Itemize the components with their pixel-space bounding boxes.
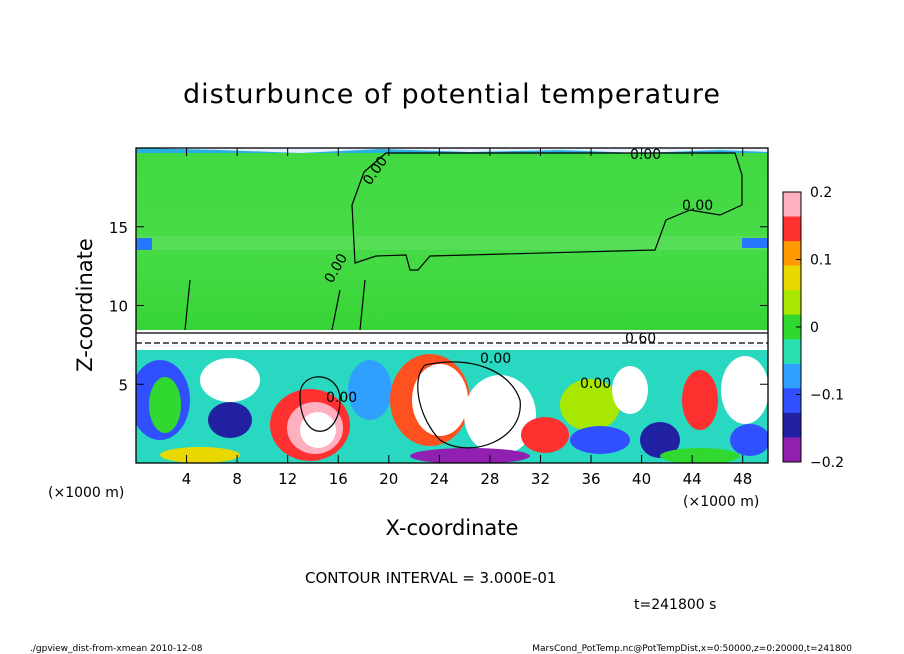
colorbar-swatch <box>783 314 801 340</box>
x-tick-label: 28 <box>480 470 499 488</box>
colorbar: 0.2 0.1 0 −0.1 −0.2 <box>783 185 844 471</box>
colorbar-tick-label: 0.2 <box>810 185 832 201</box>
colorbar-swatch <box>783 412 801 438</box>
colorbar-swatch <box>783 363 801 389</box>
x-tick-label: 44 <box>683 470 702 488</box>
x-tick-label: 8 <box>232 470 242 488</box>
y-tick-label: 15 <box>109 219 128 237</box>
colorbar-swatch <box>783 388 801 414</box>
x-tick-label: 32 <box>531 470 550 488</box>
colorbar-tick-label: −0.2 <box>810 455 844 471</box>
chart-title: disturbunce of potential temperature <box>183 79 721 110</box>
contour-label: 0.00 <box>580 376 611 392</box>
x-tick-label: 36 <box>581 470 600 488</box>
colorbar-swatch <box>783 241 801 267</box>
y-axis-ticks: 5 10 15 <box>109 219 768 394</box>
contours <box>136 152 768 449</box>
colorbar-swatch <box>783 290 801 316</box>
footer-right: MarsCond_PotTemp.nc@PotTempDist,x=0:5000… <box>532 644 852 654</box>
contour-label: 0.00 <box>682 198 713 214</box>
colorbar-swatch <box>783 265 801 291</box>
x-tick-label: 40 <box>632 470 651 488</box>
x-tick-label: 4 <box>182 470 192 488</box>
contour-label: 0.60 <box>625 331 656 347</box>
y-tick-label: 5 <box>118 376 128 394</box>
left-edge-blue <box>136 238 152 250</box>
colorbar-swatch <box>783 339 801 365</box>
upper-band <box>136 236 768 250</box>
x-tick-label: 12 <box>278 470 297 488</box>
top-strip-detail <box>136 148 768 153</box>
right-edge-blue <box>742 238 768 248</box>
y-unit-label: (×1000 m) <box>48 485 124 501</box>
interface-band <box>136 330 768 350</box>
x-tick-label: 24 <box>430 470 449 488</box>
lower-blobs <box>136 354 768 463</box>
x-tick-label: 16 <box>329 470 348 488</box>
y-tick-label: 10 <box>109 298 128 316</box>
colorbar-tick-label: −0.1 <box>810 388 844 404</box>
x-tick-label: 48 <box>733 470 752 488</box>
footer-left: ./gpview_dist-from-xmean 2010-12-08 <box>30 644 203 654</box>
x-unit-label: (×1000 m) <box>683 494 759 510</box>
contour-label: 0.00 <box>630 147 661 163</box>
colorbar-swatch <box>783 437 801 463</box>
heatmap-field <box>136 148 768 463</box>
y-axis-label: Z-coordinate <box>73 238 97 372</box>
contour-label: 0.00 <box>326 390 357 406</box>
colorbar-swatch <box>783 216 801 242</box>
colorbar-tick-label: 0 <box>810 320 819 336</box>
contour-interval: CONTOUR INTERVAL = 3.000E-01 <box>305 569 556 587</box>
colorbar-swatch <box>783 192 801 218</box>
colorbar-frame <box>782 191 802 463</box>
x-tick-label: 20 <box>379 470 398 488</box>
colorbar-tick-label: 0.1 <box>810 253 832 269</box>
time-label: t=241800 s <box>634 597 716 613</box>
x-axis-label: X-coordinate <box>386 516 519 540</box>
x-axis-ticks: 4 8 12 16 20 24 28 32 36 40 44 48 <box>182 148 752 488</box>
contour-label: 0.00 <box>480 351 511 367</box>
